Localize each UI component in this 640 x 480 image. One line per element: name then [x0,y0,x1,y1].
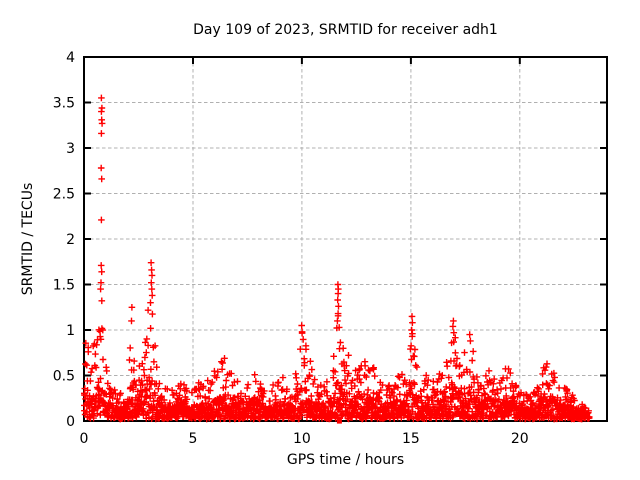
x-tick-label: 15 [402,431,420,447]
chart-title: Day 109 of 2023, SRMTID for receiver adh… [193,22,498,38]
y-axis-label: SRMTID / TECUs [20,182,36,296]
y-tick-label: 0 [66,414,75,430]
x-tick-label: 10 [293,431,311,447]
y-tick-label: 3.5 [53,96,75,112]
y-tick-label: 0.5 [53,369,75,385]
y-tick-label: 1.5 [53,278,75,294]
y-tick-label: 2.5 [53,187,75,203]
flag-marker [336,416,342,424]
x-axis-label: GPS time / hours [286,452,405,468]
y-tick-label: 4 [66,50,75,66]
y-tick-label: 2 [66,232,75,248]
scatter-series [81,94,593,423]
y-tick-label: 1 [66,323,75,339]
tick-labels: 0 5 10 15 20 0 0.5 1 1.5 2 2.5 3 3.5 4 [53,50,529,447]
x-tick-label: 20 [511,431,529,447]
x-tick-label: 5 [189,431,198,447]
x-tick-label: 0 [80,431,89,447]
y-tick-label: 3 [66,141,75,157]
